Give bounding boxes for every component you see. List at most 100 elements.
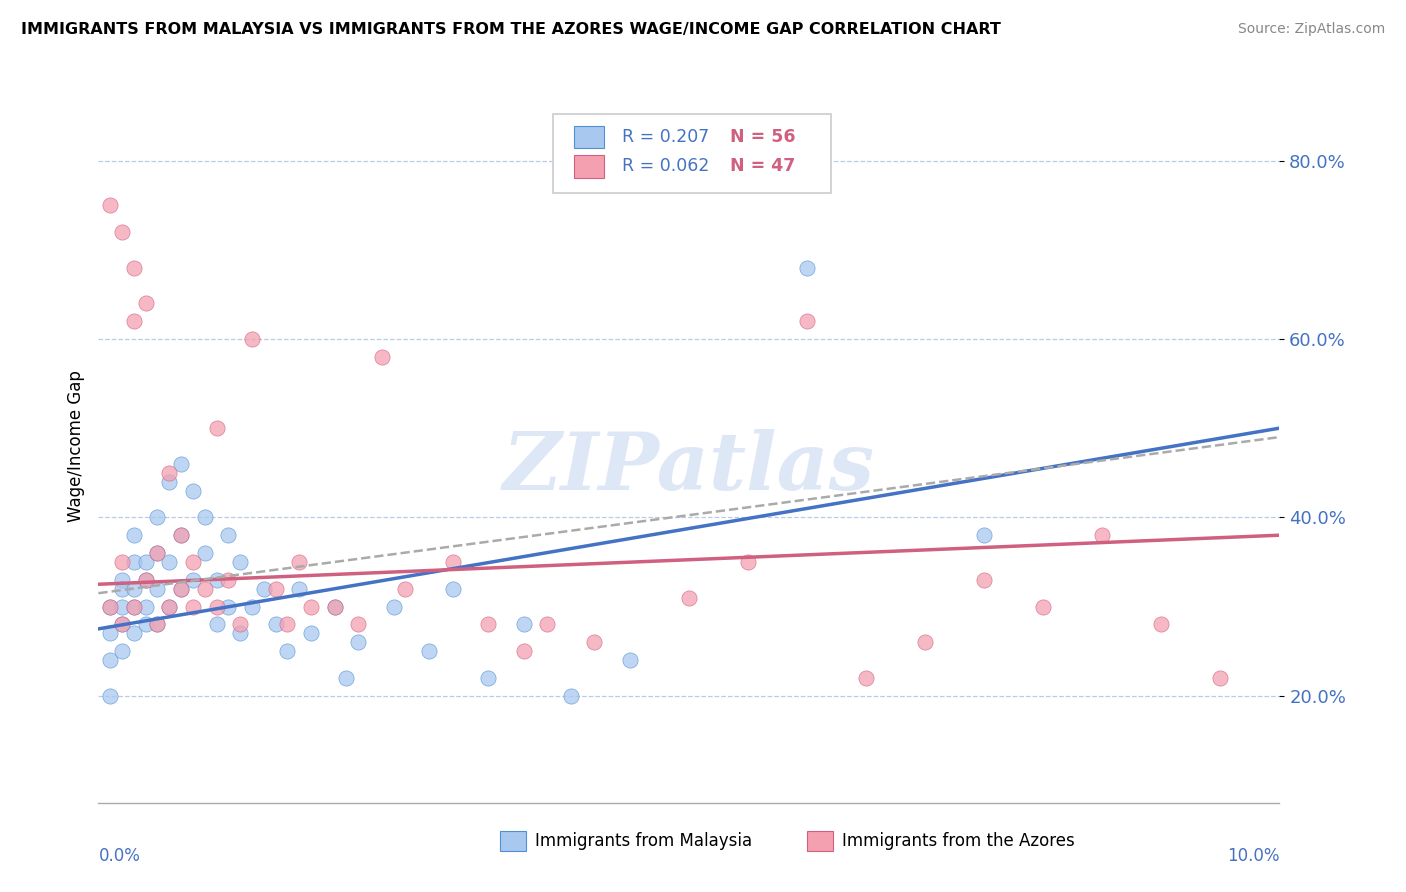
- Point: [229, 626, 252, 640]
- Point: [855, 671, 877, 685]
- Text: N = 56: N = 56: [730, 128, 796, 146]
- Point: [217, 528, 239, 542]
- Point: [1209, 671, 1232, 685]
- Point: [288, 582, 311, 596]
- Point: [157, 555, 180, 569]
- Text: Immigrants from the Azores: Immigrants from the Azores: [842, 831, 1076, 849]
- Point: [146, 617, 169, 632]
- Point: [135, 555, 157, 569]
- Point: [796, 314, 818, 328]
- Point: [253, 582, 276, 596]
- Point: [973, 528, 995, 542]
- Point: [194, 582, 217, 596]
- Point: [796, 260, 818, 275]
- Point: [217, 599, 239, 614]
- Point: [98, 198, 121, 212]
- Text: Source: ZipAtlas.com: Source: ZipAtlas.com: [1237, 22, 1385, 37]
- Point: [347, 635, 370, 649]
- Point: [264, 582, 287, 596]
- Point: [194, 546, 217, 560]
- Point: [264, 617, 287, 632]
- Point: [418, 644, 440, 658]
- Point: [229, 617, 252, 632]
- Point: [217, 573, 239, 587]
- Point: [347, 617, 370, 632]
- Point: [146, 617, 169, 632]
- Point: [619, 653, 641, 667]
- Point: [181, 555, 204, 569]
- FancyBboxPatch shape: [575, 126, 605, 148]
- Point: [299, 626, 322, 640]
- Point: [181, 573, 204, 587]
- Point: [135, 599, 157, 614]
- Point: [122, 626, 145, 640]
- Text: ZIPatlas: ZIPatlas: [503, 429, 875, 506]
- Point: [111, 617, 134, 632]
- Point: [371, 350, 394, 364]
- Point: [170, 582, 193, 596]
- Point: [583, 635, 606, 649]
- Point: [194, 510, 217, 524]
- Point: [323, 599, 346, 614]
- Point: [146, 510, 169, 524]
- Point: [122, 599, 145, 614]
- Point: [205, 421, 228, 435]
- Point: [157, 475, 180, 489]
- Point: [122, 260, 145, 275]
- Point: [276, 644, 298, 658]
- Point: [111, 582, 134, 596]
- Point: [157, 466, 180, 480]
- Point: [205, 599, 228, 614]
- Point: [205, 617, 228, 632]
- Point: [135, 296, 157, 310]
- FancyBboxPatch shape: [575, 155, 605, 178]
- Point: [170, 528, 193, 542]
- Text: N = 47: N = 47: [730, 157, 796, 175]
- Text: 10.0%: 10.0%: [1227, 847, 1279, 865]
- Point: [170, 528, 193, 542]
- Point: [477, 671, 499, 685]
- Point: [157, 599, 180, 614]
- Text: R = 0.062: R = 0.062: [621, 157, 709, 175]
- Point: [394, 582, 416, 596]
- Point: [477, 617, 499, 632]
- Point: [288, 555, 311, 569]
- Point: [1032, 599, 1054, 614]
- FancyBboxPatch shape: [807, 830, 832, 851]
- Point: [111, 599, 134, 614]
- Point: [170, 457, 193, 471]
- Point: [441, 582, 464, 596]
- Point: [98, 599, 121, 614]
- Point: [135, 573, 157, 587]
- Point: [181, 599, 204, 614]
- Point: [536, 617, 558, 632]
- Point: [512, 644, 534, 658]
- Text: Immigrants from Malaysia: Immigrants from Malaysia: [536, 831, 752, 849]
- Point: [678, 591, 700, 605]
- Point: [111, 225, 134, 239]
- Point: [98, 626, 121, 640]
- Point: [276, 617, 298, 632]
- Point: [122, 582, 145, 596]
- Point: [146, 546, 169, 560]
- Point: [122, 599, 145, 614]
- Text: IMMIGRANTS FROM MALAYSIA VS IMMIGRANTS FROM THE AZORES WAGE/INCOME GAP CORRELATI: IMMIGRANTS FROM MALAYSIA VS IMMIGRANTS F…: [21, 22, 1001, 37]
- Point: [122, 528, 145, 542]
- Point: [299, 599, 322, 614]
- Point: [146, 582, 169, 596]
- Point: [914, 635, 936, 649]
- Point: [1150, 617, 1173, 632]
- Point: [205, 573, 228, 587]
- Text: 0.0%: 0.0%: [98, 847, 141, 865]
- Point: [98, 653, 121, 667]
- Point: [181, 483, 204, 498]
- Point: [111, 644, 134, 658]
- Point: [441, 555, 464, 569]
- FancyBboxPatch shape: [553, 114, 831, 193]
- Point: [122, 314, 145, 328]
- Point: [382, 599, 405, 614]
- Point: [146, 546, 169, 560]
- Point: [111, 555, 134, 569]
- Point: [170, 582, 193, 596]
- Y-axis label: Wage/Income Gap: Wage/Income Gap: [66, 370, 84, 522]
